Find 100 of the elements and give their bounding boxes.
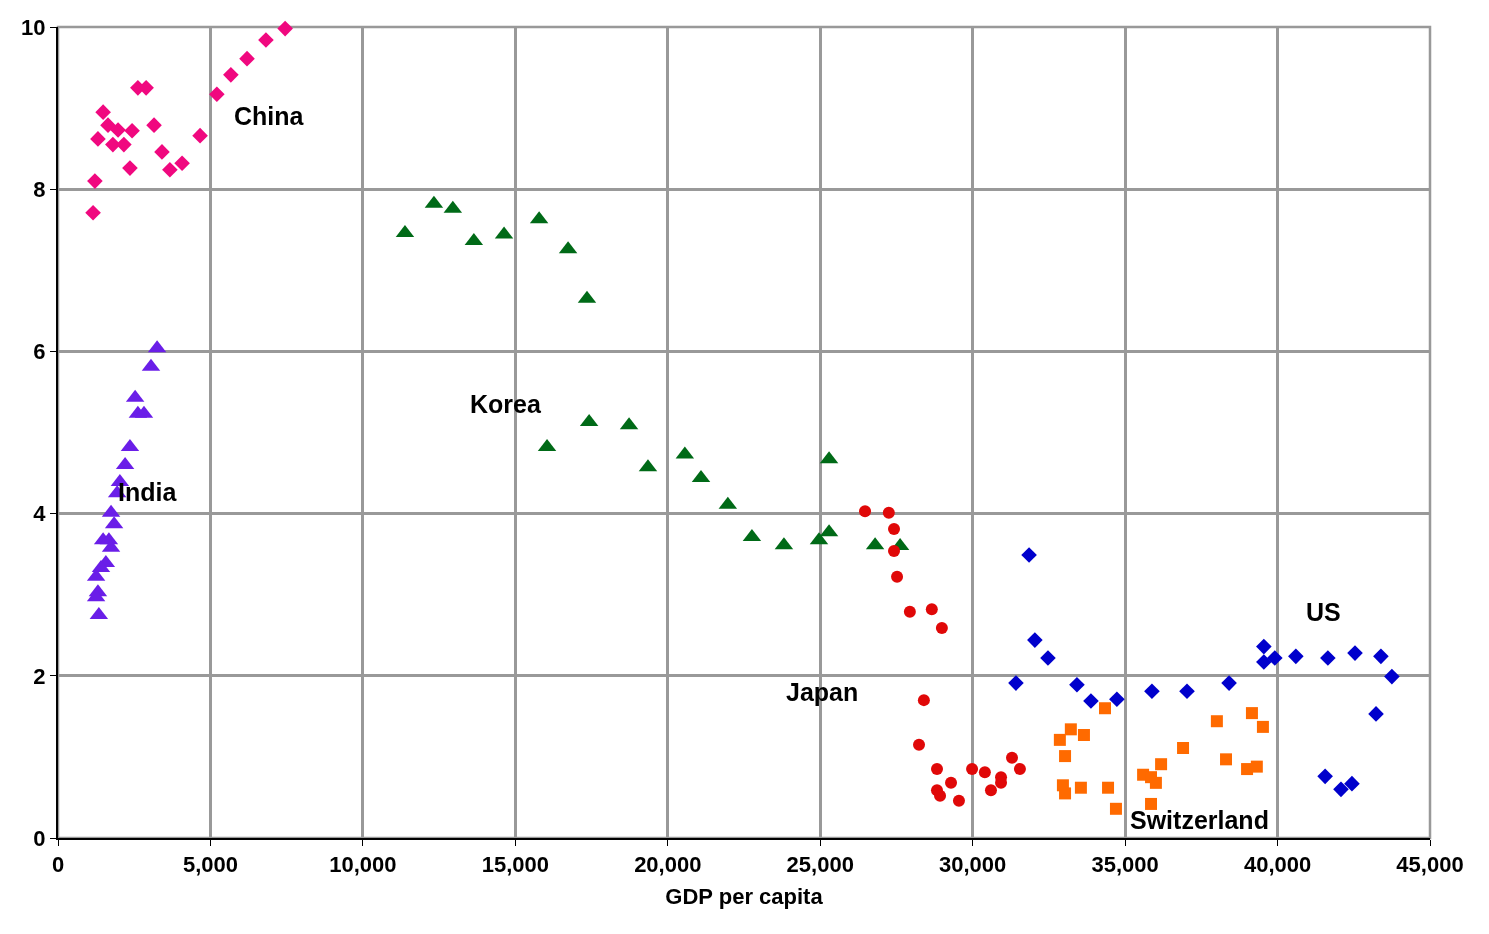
point	[1144, 683, 1160, 700]
x-tick-label: 15,000	[481, 852, 549, 878]
x-tick-label: 35,000	[1091, 852, 1159, 878]
point	[154, 144, 170, 160]
y-tick-label: 8	[33, 176, 46, 202]
point	[1145, 797, 1158, 810]
point	[1021, 547, 1037, 563]
point	[925, 603, 938, 616]
point	[1250, 760, 1263, 773]
y-tick-label: 2	[33, 663, 46, 689]
point	[1059, 750, 1072, 763]
series-label: US	[1306, 598, 1341, 626]
point	[917, 694, 930, 707]
point	[1220, 753, 1233, 766]
point	[1256, 638, 1272, 655]
point	[978, 766, 991, 779]
x-tick-label: 45,000	[1396, 852, 1464, 878]
x-axis-title: GDP per capita	[665, 883, 824, 909]
x-tick-label: 5,000	[182, 852, 238, 878]
point	[859, 505, 872, 518]
point	[1320, 650, 1336, 666]
point	[931, 763, 943, 776]
point	[174, 155, 190, 172]
series-label: Switzerland	[1130, 806, 1269, 834]
x-tick-label: 10,000	[329, 852, 397, 878]
point	[239, 50, 255, 67]
point	[122, 160, 138, 176]
point	[1008, 675, 1024, 691]
point	[124, 123, 140, 139]
point	[209, 86, 225, 103]
y-tick-label: 10	[21, 14, 46, 40]
point	[116, 136, 132, 153]
point	[1069, 676, 1085, 693]
y-tick-label: 4	[33, 501, 47, 527]
point	[1027, 632, 1043, 648]
point	[1373, 648, 1389, 665]
point	[85, 204, 101, 221]
point	[882, 506, 895, 519]
point	[277, 20, 293, 37]
point	[913, 738, 926, 751]
point	[1256, 720, 1269, 733]
x-tick-label: 30,000	[939, 852, 1007, 878]
point	[1149, 776, 1162, 789]
x-tick-label: 40,000	[1243, 852, 1312, 878]
point	[1267, 650, 1283, 666]
point	[934, 789, 947, 802]
point	[1333, 781, 1349, 798]
point	[1013, 763, 1026, 776]
point	[1368, 706, 1384, 722]
point	[952, 794, 965, 807]
point	[966, 763, 979, 776]
series-label: China	[234, 102, 305, 130]
point	[1059, 787, 1072, 800]
point	[1102, 781, 1115, 794]
point	[1221, 675, 1237, 691]
point	[95, 104, 111, 120]
point	[1288, 648, 1304, 665]
point	[110, 122, 126, 138]
point	[888, 544, 901, 557]
series-label: Korea	[470, 390, 542, 418]
point	[891, 570, 904, 583]
point	[903, 605, 916, 618]
x-tick-label: 0	[51, 852, 65, 878]
point	[87, 173, 103, 189]
point	[1317, 768, 1333, 785]
point	[984, 784, 997, 797]
point	[1155, 758, 1168, 771]
point	[1179, 683, 1195, 700]
point	[1109, 691, 1125, 708]
point	[1006, 751, 1018, 764]
y-tick-label: 6	[33, 339, 46, 365]
point	[100, 117, 116, 133]
point	[1077, 729, 1090, 741]
x-tick-label: 20,000	[634, 852, 702, 878]
point	[162, 161, 178, 178]
point	[888, 523, 901, 535]
point	[258, 32, 274, 48]
point	[1053, 733, 1066, 746]
y-tick-label: 0	[33, 825, 46, 851]
point	[1210, 715, 1223, 728]
point	[1109, 802, 1122, 815]
point	[1098, 702, 1111, 715]
point	[1245, 707, 1258, 720]
point	[1083, 693, 1099, 709]
point	[1074, 781, 1087, 794]
point	[1384, 668, 1400, 685]
point	[192, 127, 208, 144]
point	[1064, 723, 1077, 736]
point	[1347, 645, 1363, 661]
point	[1177, 741, 1190, 754]
point	[223, 67, 239, 83]
point	[90, 131, 106, 147]
x-tick-label: 25,000	[786, 852, 854, 878]
point	[1040, 650, 1056, 666]
text: Japan	[786, 678, 859, 706]
point	[1344, 775, 1360, 792]
point	[935, 621, 948, 634]
point	[1256, 654, 1272, 670]
series-label: India	[118, 478, 178, 506]
point	[945, 776, 958, 789]
